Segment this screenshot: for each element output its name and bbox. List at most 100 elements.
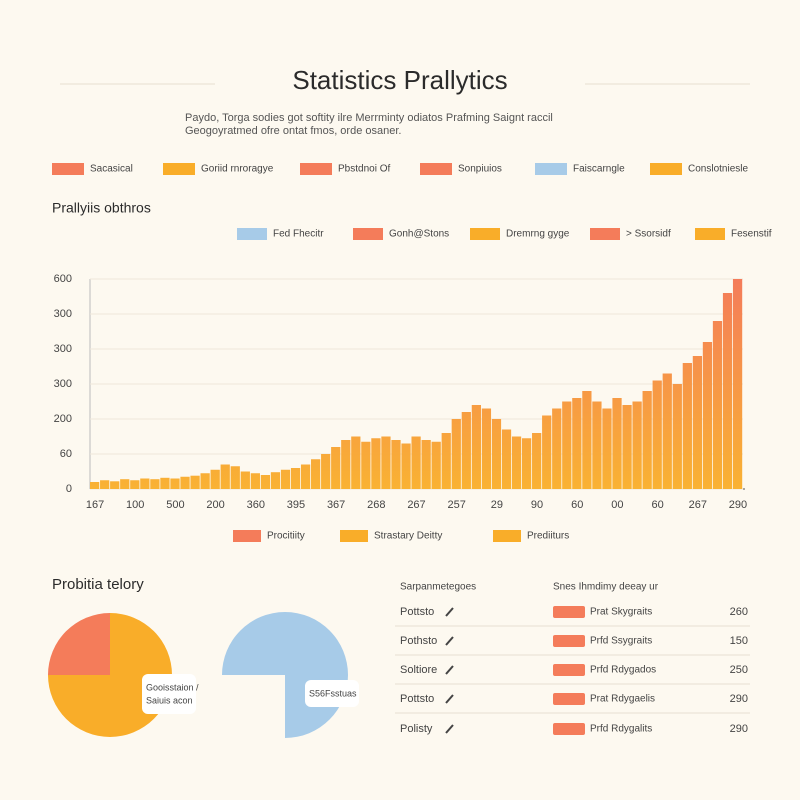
bar: [260, 475, 271, 489]
row-name: Pottsto: [400, 606, 434, 618]
x-tick-label: 60: [571, 499, 583, 511]
edit-icon: [445, 694, 454, 704]
section-title: Probitia telory: [52, 576, 144, 593]
bar: [391, 440, 401, 489]
x-tick-label: 60: [651, 499, 663, 511]
bar: [300, 464, 311, 489]
bar: [702, 342, 713, 489]
bar: [341, 440, 351, 489]
page-title: Statistics Prallytics: [292, 65, 507, 95]
legend-label: Sacasical: [90, 164, 133, 175]
row-name: Polisty: [400, 723, 433, 735]
edit-icon: [445, 636, 454, 646]
bar: [722, 293, 733, 489]
bar: [672, 384, 682, 489]
pie-label: S56Fsstuas: [309, 688, 357, 698]
y-tick-label: 300: [54, 343, 72, 355]
bar: [572, 398, 582, 489]
bar: [160, 477, 170, 489]
x-tick-label: 395: [287, 499, 305, 511]
bar: [150, 479, 160, 489]
bar: [632, 401, 642, 489]
row-label: Prfd Rdygalits: [590, 724, 652, 735]
legend-swatch: [590, 228, 620, 240]
bar: [361, 441, 371, 489]
row-value: 290: [730, 693, 748, 705]
legend-swatch: [493, 530, 521, 542]
bar: [170, 478, 180, 489]
row-value: 290: [730, 723, 748, 735]
row-swatch: [553, 693, 585, 705]
legend-label: Gonh@Stons: [389, 229, 449, 240]
legend-swatch: [237, 228, 267, 240]
bar: [622, 405, 632, 489]
legend-label: Goriid rnroragye: [201, 164, 274, 175]
pie-slice: [222, 675, 285, 738]
legend-label: Procitiity: [267, 531, 305, 542]
x-tick-label: 29: [491, 499, 503, 511]
x-tick-label: 100: [126, 499, 144, 511]
bar: [180, 476, 190, 489]
row-value: 150: [730, 635, 748, 647]
row-name: Pothsto: [400, 635, 437, 647]
legend-swatch: [300, 163, 332, 175]
legend-label: Fesenstif: [731, 229, 772, 240]
y-tick-label: 0: [66, 483, 72, 495]
legend-swatch: [695, 228, 725, 240]
bar: [240, 471, 250, 489]
legend-label: Prediiturs: [527, 531, 569, 542]
x-tick-label: 367: [327, 499, 345, 511]
bar: [511, 436, 522, 489]
x-tick-label: 290: [729, 499, 747, 511]
bar: [230, 466, 240, 489]
bar: [401, 443, 411, 489]
legend-swatch: [340, 530, 368, 542]
x-tick-label: 200: [206, 499, 224, 511]
bar: [732, 279, 743, 489]
label-box: [305, 680, 359, 707]
bar: [491, 419, 502, 489]
label-box: [142, 674, 196, 714]
bar: [562, 401, 572, 489]
subtitle: Paydo, Torga sodies got softity ilre Mer…: [185, 112, 553, 124]
legend-label: Dremrng gyge: [506, 229, 570, 240]
bar: [210, 469, 220, 489]
bar: [542, 415, 552, 489]
bar: [421, 440, 431, 489]
bar: [90, 482, 100, 489]
bar: [602, 408, 612, 489]
edit-icon: [445, 665, 454, 675]
legend-swatch: [233, 530, 261, 542]
bar: [130, 480, 140, 489]
bar: [501, 429, 512, 489]
bar: [481, 408, 492, 489]
x-tick-label: 00: [611, 499, 623, 511]
table-header: Snes Ihmdimy deeay ur: [553, 582, 659, 593]
row-value: 260: [730, 606, 748, 618]
bar: [441, 433, 451, 489]
x-tick-label: 90: [531, 499, 543, 511]
pie-slice: [48, 613, 110, 675]
row-swatch: [553, 606, 585, 618]
legend-swatch: [52, 163, 84, 175]
x-tick-label: 167: [86, 499, 104, 511]
row-label: Prfd Ssygraits: [590, 636, 652, 647]
row-name: Soltiore: [400, 664, 437, 676]
bar: [431, 441, 441, 489]
bar: [461, 412, 471, 489]
x-tick-label: 500: [166, 499, 184, 511]
x-tick-label: 257: [448, 499, 466, 511]
y-tick-label: 300: [54, 378, 72, 390]
legend-swatch: [420, 163, 452, 175]
y-tick-label: 200: [54, 413, 72, 425]
bar: [220, 464, 230, 489]
y-tick-label: 60: [60, 448, 72, 460]
bar: [120, 479, 130, 489]
bar: [351, 436, 361, 489]
y-tick-label: 300: [54, 308, 72, 320]
bar: [321, 454, 331, 489]
x-tick-label: 268: [367, 499, 385, 511]
row-value: 250: [730, 664, 748, 676]
legend-label: Fed Fhecitr: [273, 229, 324, 240]
bar: [411, 436, 421, 489]
